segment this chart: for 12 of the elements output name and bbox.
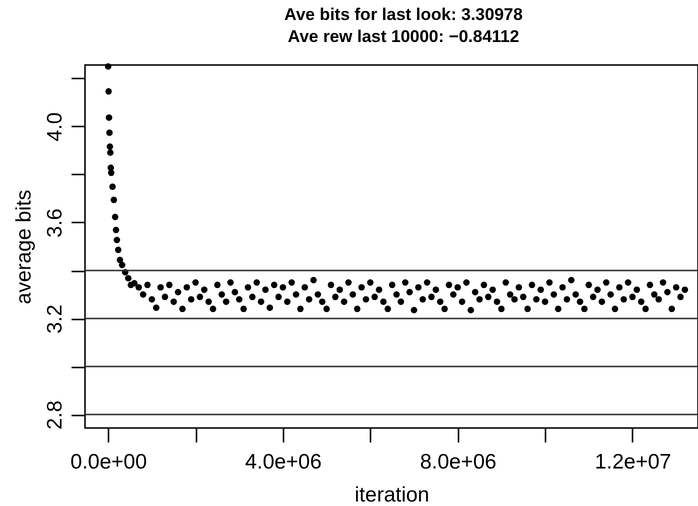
chart-title: Ave bits for last look: 3.30978: [284, 5, 523, 24]
y-tick-label: 3.2: [44, 304, 66, 334]
y-tick-label: 3.6: [44, 208, 66, 238]
y-tick-label: 2.8: [44, 400, 66, 430]
x-tick-label: 8.0e+06: [420, 450, 496, 474]
x-tick-label: 0.0e+00: [70, 450, 147, 474]
y-tick-label: 4.0: [44, 112, 66, 142]
chart-subtitle: Ave rew last 10000: −0.84112: [288, 27, 520, 46]
x-tick-label: 1.2e+07: [594, 450, 672, 474]
x-axis-title: iteration: [354, 484, 430, 506]
x-tick-label: 4.0e+06: [245, 450, 322, 474]
y-axis-title: average bits: [12, 190, 36, 304]
